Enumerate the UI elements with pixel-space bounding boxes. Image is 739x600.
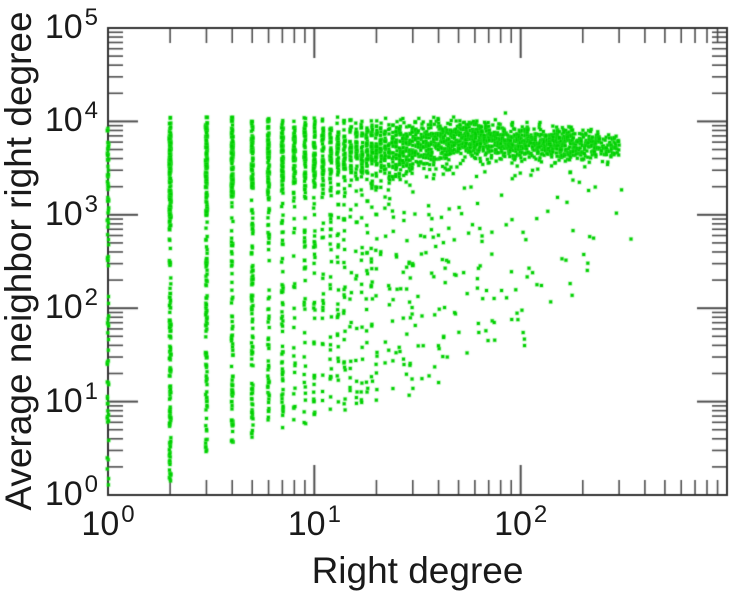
x-axis-tick-label: 100 (58, 501, 158, 546)
y-axis-tick-label: 100 (4, 471, 98, 516)
tick-base: 10 (44, 194, 83, 233)
tick-base: 10 (81, 505, 120, 543)
tick-base: 10 (494, 505, 532, 543)
tick-exponent: 5 (84, 4, 98, 31)
y-axis-tick-label: 102 (4, 284, 98, 329)
x-axis-tick-label: 102 (471, 501, 571, 546)
tick-base: 10 (44, 381, 83, 420)
tick-exponent: 2 (84, 284, 98, 312)
tick-base: 10 (287, 505, 326, 543)
tick-base: 10 (44, 475, 83, 513)
tick-base: 10 (44, 101, 83, 140)
tick-exponent: 4 (84, 97, 98, 125)
y-axis-tick-label: 104 (4, 97, 98, 142)
tick-exponent: 2 (533, 501, 548, 528)
y-axis-tick-label: 101 (4, 378, 98, 423)
tick-base: 10 (44, 8, 83, 46)
tick-exponent: 0 (84, 471, 98, 498)
y-axis-tick-label: 103 (4, 191, 98, 236)
tick-exponent: 1 (327, 501, 341, 528)
y-axis-tick-label: 105 (4, 4, 98, 49)
tick-exponent: 3 (84, 190, 98, 218)
x-axis-tick-label: 101 (264, 501, 364, 546)
tick-exponent: 0 (121, 501, 135, 528)
y-axis-title: Average neighbor right degree (0, 11, 39, 511)
x-axis-title: Right degree (311, 550, 524, 591)
tick-base: 10 (44, 288, 83, 327)
tick-exponent: 1 (84, 377, 98, 405)
